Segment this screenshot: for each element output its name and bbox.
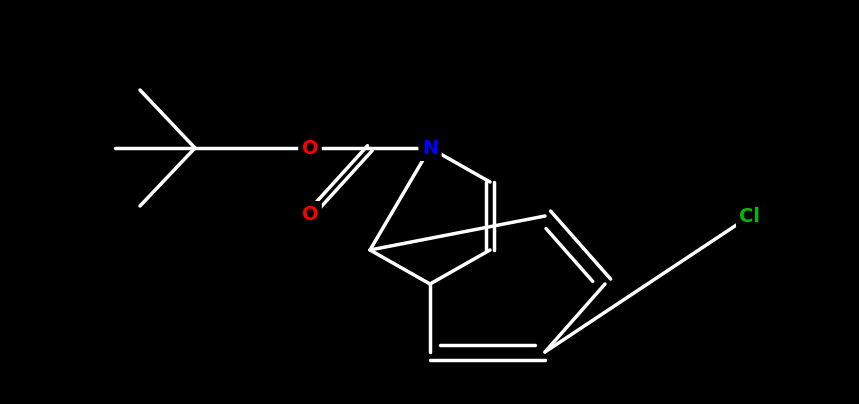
Text: O: O [302,139,319,158]
Text: O: O [302,204,319,223]
Text: N: N [422,139,438,158]
Text: Cl: Cl [740,206,760,225]
